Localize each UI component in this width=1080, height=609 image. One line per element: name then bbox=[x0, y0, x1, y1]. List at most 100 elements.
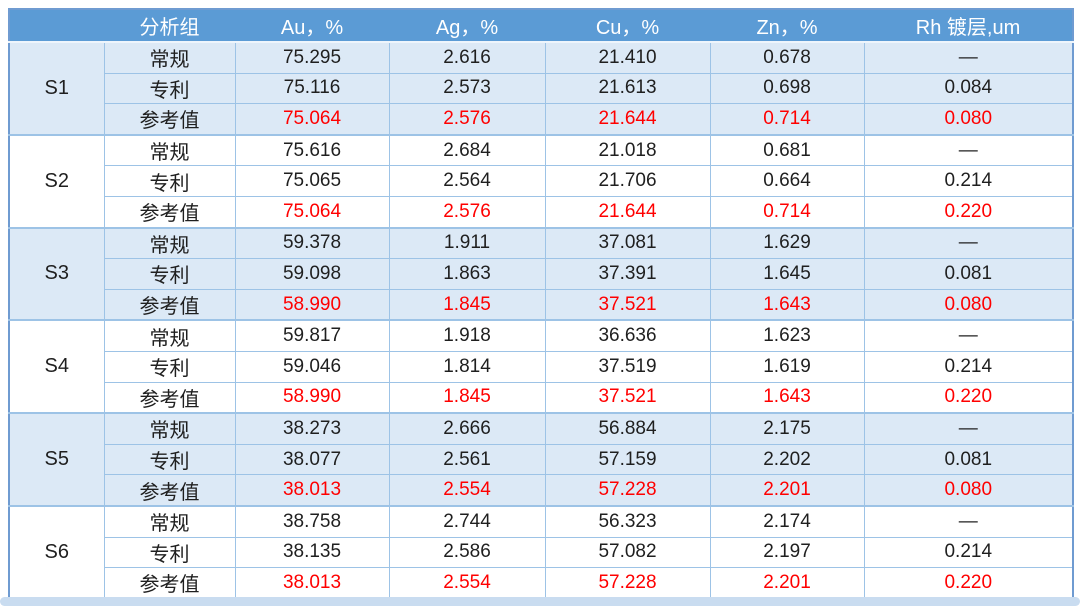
value-cell: 1.645 bbox=[709, 258, 865, 290]
value-cell: 0.084 bbox=[863, 72, 1074, 105]
value-cell: — bbox=[863, 504, 1074, 538]
value-cell: 2.666 bbox=[388, 412, 546, 445]
header-cell-2: Au，% bbox=[235, 9, 389, 43]
method-cell: 参考值 bbox=[103, 474, 236, 507]
value-cell: 21.706 bbox=[544, 165, 711, 197]
method-cell: 常规 bbox=[103, 412, 236, 445]
value-cell: 0.664 bbox=[709, 165, 865, 197]
method-cell: 常规 bbox=[103, 133, 236, 167]
value-cell: 57.159 bbox=[544, 443, 711, 476]
sample-cell: S5 bbox=[8, 412, 105, 507]
value-cell: 59.098 bbox=[234, 258, 390, 290]
sample-cell: S2 bbox=[8, 133, 105, 229]
value-cell: 1.911 bbox=[388, 226, 546, 260]
table-row: 参考值 58.990 1.845 37.521 1.643 0.220 bbox=[9, 381, 1074, 414]
table-row: S6 常规 38.758 2.744 56.323 2.174— bbox=[8, 504, 1074, 600]
header-cell-0 bbox=[9, 9, 104, 43]
table-bottom-accent-bar bbox=[0, 597, 1080, 606]
header-cell-6: Rh 镀层,um bbox=[864, 9, 1073, 43]
value-cell: 21.644 bbox=[544, 103, 711, 136]
value-cell: 36.636 bbox=[544, 319, 711, 352]
value-cell: 38.013 bbox=[234, 474, 390, 507]
value-cell: 38.758 bbox=[234, 504, 390, 538]
table-row: 参考值 38.013 2.554 57.228 2.201 0.220 bbox=[9, 567, 1074, 600]
value-cell: 0.678 bbox=[709, 40, 865, 74]
method-cell: 专利 bbox=[103, 72, 236, 105]
header-cell-4: Cu，% bbox=[545, 9, 710, 43]
table-header: 分析组 Au，% Ag，% Cu，% Zn，% Rh 镀层,um bbox=[9, 9, 1073, 43]
method-cell: 常规 bbox=[103, 504, 236, 538]
value-cell: 0.214 bbox=[863, 536, 1074, 569]
value-cell: 1.845 bbox=[388, 288, 546, 321]
value-cell: 56.884 bbox=[544, 412, 711, 445]
method-cell: 参考值 bbox=[103, 381, 236, 414]
value-cell: 38.013 bbox=[234, 567, 390, 600]
value-cell: 2.197 bbox=[709, 536, 865, 569]
value-cell: 2.202 bbox=[709, 443, 865, 476]
value-cell: 2.175 bbox=[709, 412, 865, 445]
analysis-results-table: 分析组 Au，% Ag，% Cu，% Zn，% Rh 镀层,um S1 常规 75.295 2.… bbox=[8, 8, 1074, 600]
method-cell: 参考值 bbox=[103, 195, 236, 229]
method-cell: 参考值 bbox=[103, 103, 236, 136]
value-cell: 1.643 bbox=[709, 288, 865, 321]
table-row: 参考值 38.013 2.554 57.228 2.201 0.080 bbox=[9, 474, 1074, 507]
value-cell: 75.295 bbox=[234, 40, 390, 74]
value-cell: 0.220 bbox=[863, 381, 1074, 414]
value-cell: 59.378 bbox=[234, 226, 390, 260]
value-cell: 0.698 bbox=[709, 72, 865, 105]
value-cell: 2.576 bbox=[388, 103, 546, 136]
value-cell: 2.586 bbox=[388, 536, 546, 569]
value-cell: 57.228 bbox=[544, 474, 711, 507]
sample-cell: S6 bbox=[8, 504, 105, 600]
value-cell: 2.564 bbox=[388, 165, 546, 197]
table-row: S5 常规 38.273 2.666 56.884 2.175— bbox=[8, 412, 1074, 507]
value-cell: 2.174 bbox=[709, 504, 865, 538]
value-cell: 1.619 bbox=[709, 350, 865, 383]
value-cell: 0.080 bbox=[863, 288, 1074, 321]
table-row: S4 常规 59.817 1.918 36.636 1.623— bbox=[8, 319, 1074, 414]
method-cell: 专利 bbox=[103, 443, 236, 476]
method-cell: 常规 bbox=[103, 226, 236, 260]
table-row: 专利 59.046 1.814 37.519 1.619 0.214 bbox=[9, 350, 1074, 383]
table-row: 专利 38.077 2.561 57.159 2.202 0.081 bbox=[9, 443, 1074, 476]
value-cell: 0.714 bbox=[709, 103, 865, 136]
value-cell: 0.081 bbox=[863, 443, 1074, 476]
value-cell: 0.220 bbox=[863, 567, 1074, 600]
value-cell: 57.082 bbox=[544, 536, 711, 569]
method-cell: 专利 bbox=[103, 350, 236, 383]
value-cell: 38.077 bbox=[234, 443, 390, 476]
value-cell: 1.629 bbox=[709, 226, 865, 260]
value-cell: 21.410 bbox=[544, 40, 711, 74]
table-row: 参考值 75.064 2.576 21.644 0.714 0.220 bbox=[9, 195, 1074, 229]
value-cell: 2.201 bbox=[709, 474, 865, 507]
table-row: S1 常规 75.295 2.616 21.410 0.678— bbox=[8, 40, 1074, 136]
value-cell: 2.576 bbox=[388, 195, 546, 229]
value-cell: 58.990 bbox=[234, 288, 390, 321]
value-cell: — bbox=[863, 40, 1074, 74]
value-cell: 37.081 bbox=[544, 226, 711, 260]
value-cell: 0.681 bbox=[709, 133, 865, 167]
value-cell: 2.554 bbox=[388, 567, 546, 600]
value-cell: 1.623 bbox=[709, 319, 865, 352]
value-cell: — bbox=[863, 319, 1074, 352]
method-cell: 专利 bbox=[103, 536, 236, 569]
value-cell: 1.863 bbox=[388, 258, 546, 290]
value-cell: 2.554 bbox=[388, 474, 546, 507]
table-row: 专利 59.098 1.863 37.391 1.645 0.081 bbox=[9, 258, 1074, 290]
value-cell: 75.065 bbox=[234, 165, 390, 197]
method-cell: 参考值 bbox=[103, 288, 236, 321]
table-body: S1 常规 75.295 2.616 21.410 0.678— 专利 75.116 2.573… bbox=[8, 40, 1074, 600]
table-row: S2 常规 75.616 2.684 21.018 0.681— bbox=[8, 133, 1074, 229]
header-row: 分析组 Au，% Ag，% Cu，% Zn，% Rh 镀层,um bbox=[9, 9, 1073, 43]
value-cell: 1.918 bbox=[388, 319, 546, 352]
value-cell: 2.561 bbox=[388, 443, 546, 476]
table-row: 专利 38.135 2.586 57.082 2.197 0.214 bbox=[9, 536, 1074, 569]
value-cell: 38.273 bbox=[234, 412, 390, 445]
sample-cell: S3 bbox=[8, 226, 105, 321]
value-cell: 37.391 bbox=[544, 258, 711, 290]
value-cell: 2.684 bbox=[388, 133, 546, 167]
method-cell: 参考值 bbox=[103, 567, 236, 600]
table-row: 参考值 75.064 2.576 21.644 0.714 0.080 bbox=[9, 103, 1074, 136]
value-cell: 2.573 bbox=[388, 72, 546, 105]
method-cell: 专利 bbox=[103, 165, 236, 197]
